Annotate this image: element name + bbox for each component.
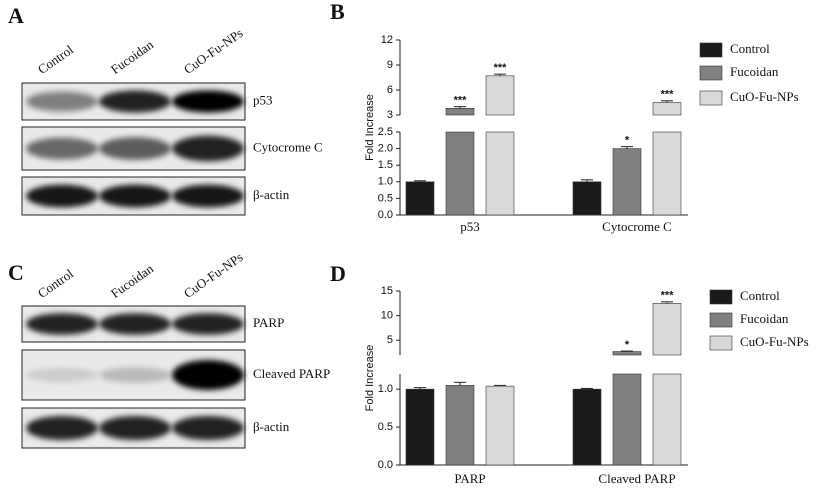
bar — [612, 351, 642, 356]
blot-band — [99, 416, 171, 440]
blot-band — [99, 184, 171, 208]
legend-swatch — [709, 335, 733, 351]
legend-label: CuO-Fu-NPs — [730, 89, 799, 104]
blot-band — [172, 135, 244, 162]
panel-letter: D — [330, 261, 346, 286]
y-tick-label: 15 — [381, 285, 393, 297]
x-tick-label: p53 — [460, 219, 480, 234]
bar — [485, 75, 515, 116]
lane-label: CuO-Fu-NPs — [181, 25, 246, 77]
y-tick-label: 1.5 — [378, 159, 393, 171]
legend-swatch — [709, 312, 733, 328]
row-label: p53 — [253, 92, 273, 107]
y-tick-label: 3 — [387, 109, 393, 121]
legend-label: Fucoidan — [730, 64, 779, 79]
blot-band — [26, 416, 98, 440]
blot-band — [172, 184, 244, 208]
significance: *** — [494, 62, 508, 74]
y-tick-label: 10 — [381, 310, 393, 322]
lane-label: Control — [35, 42, 76, 77]
bar — [445, 385, 475, 466]
row-label: PARP — [253, 315, 284, 330]
blot-band — [172, 416, 244, 440]
bar — [485, 131, 515, 216]
bar — [445, 131, 475, 216]
legend-swatch — [699, 65, 723, 81]
blot-band — [99, 137, 171, 160]
lane-label: Fucoidan — [108, 261, 157, 301]
bar — [405, 181, 435, 216]
bar — [485, 385, 515, 466]
y-tick-label: 0.5 — [378, 421, 393, 433]
y-tick-label: 6 — [387, 84, 393, 96]
y-tick-label: 0.0 — [378, 209, 393, 221]
bar — [652, 303, 682, 356]
panel-letter: C — [8, 260, 24, 285]
y-tick-label: 1.0 — [378, 383, 393, 395]
lane-label: Fucoidan — [108, 37, 157, 77]
blot-band — [99, 313, 171, 335]
significance: *** — [454, 95, 468, 107]
legend-label: Control — [730, 41, 770, 56]
blot-band — [26, 313, 98, 335]
bar — [405, 388, 435, 466]
blot-band — [26, 91, 98, 112]
row-label: β-actin — [253, 419, 290, 434]
legend-swatch — [699, 42, 723, 58]
significance: * — [625, 339, 630, 351]
legend-swatch — [709, 289, 733, 305]
row-label: β-actin — [253, 187, 290, 202]
y-tick-label: 0.0 — [378, 459, 393, 471]
y-tick-label: 9 — [387, 59, 393, 71]
x-tick-label: Cleaved PARP — [598, 471, 675, 486]
blot-band — [26, 367, 98, 383]
legend-label: Fucoidan — [740, 311, 789, 326]
bar — [612, 373, 642, 466]
blot-band — [99, 367, 171, 383]
bar — [445, 108, 475, 116]
blot-band — [99, 90, 171, 113]
y-axis-label: Fold Increase — [364, 345, 376, 412]
blot-band — [26, 137, 98, 160]
y-tick-label: 2.5 — [378, 126, 393, 138]
x-tick-label: Cytocrome C — [602, 219, 672, 234]
legend-label: Control — [740, 288, 780, 303]
lane-label: CuO-Fu-NPs — [181, 249, 246, 301]
lane-label: Control — [35, 266, 76, 301]
bar — [572, 181, 602, 216]
significance: *** — [661, 89, 675, 101]
significance: *** — [661, 290, 675, 302]
y-tick-label: 0.5 — [378, 192, 393, 204]
legend-swatch — [699, 90, 723, 106]
legend-label: CuO-Fu-NPs — [740, 334, 809, 349]
blot-band — [172, 313, 244, 335]
bar — [652, 102, 682, 116]
y-tick-label: 2.0 — [378, 143, 393, 155]
significance: * — [625, 135, 630, 147]
bar — [652, 131, 682, 216]
panel-letter: B — [330, 0, 345, 24]
row-label: Cleaved PARP — [253, 366, 330, 381]
y-tick-label: 1.0 — [378, 176, 393, 188]
y-axis-label: Fold Increase — [364, 94, 376, 161]
blot-band — [26, 184, 98, 208]
blot-band — [172, 360, 244, 390]
row-label: Cytocrome C — [253, 139, 323, 154]
y-tick-label: 5 — [387, 334, 393, 346]
blot-band — [172, 90, 244, 113]
bar — [612, 148, 642, 216]
x-tick-label: PARP — [454, 471, 485, 486]
panel-letter: A — [8, 3, 24, 28]
y-tick-label: 12 — [381, 34, 393, 46]
bar — [572, 388, 602, 466]
bar — [652, 373, 682, 466]
